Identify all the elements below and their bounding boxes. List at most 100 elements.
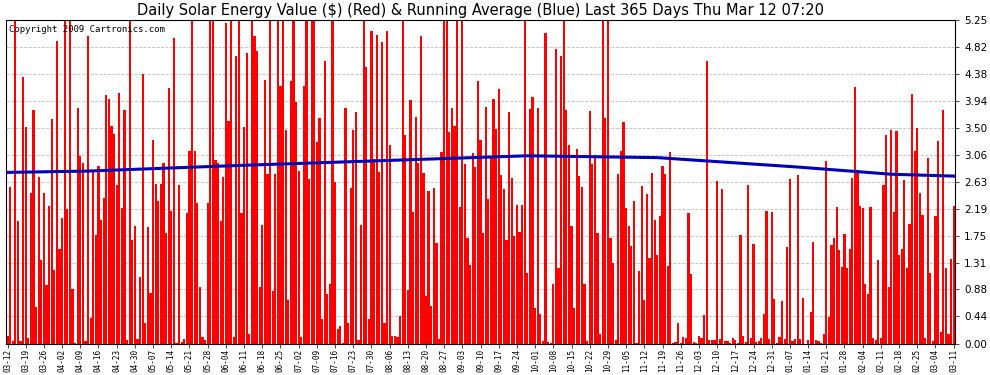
Bar xyxy=(423,173,425,344)
Bar xyxy=(851,178,853,344)
Bar xyxy=(58,249,60,344)
Bar xyxy=(258,288,260,344)
Bar xyxy=(937,141,940,344)
Bar xyxy=(742,336,744,344)
Bar xyxy=(321,319,323,344)
Bar xyxy=(365,67,367,344)
Bar xyxy=(853,87,856,344)
Bar xyxy=(658,216,661,344)
Bar xyxy=(727,340,729,344)
Bar xyxy=(142,75,144,344)
Bar xyxy=(378,172,380,344)
Bar xyxy=(118,93,121,344)
Bar xyxy=(329,284,331,344)
Bar xyxy=(872,338,874,344)
Bar xyxy=(162,163,164,344)
Bar xyxy=(391,336,393,344)
Bar xyxy=(644,300,645,344)
Bar xyxy=(471,153,474,344)
Bar xyxy=(420,36,422,344)
Bar xyxy=(453,126,455,344)
Bar xyxy=(797,175,799,344)
Bar xyxy=(43,194,45,344)
Bar xyxy=(183,339,185,344)
Bar xyxy=(266,174,268,344)
Bar xyxy=(79,156,81,344)
Bar xyxy=(874,340,877,344)
Bar xyxy=(867,294,869,344)
Bar xyxy=(116,185,118,344)
Bar xyxy=(82,163,84,344)
Bar xyxy=(373,159,375,344)
Bar xyxy=(124,110,126,344)
Bar xyxy=(126,340,128,344)
Bar xyxy=(888,287,890,344)
Bar xyxy=(669,152,671,344)
Text: Copyright 2009 Cartronics.com: Copyright 2009 Cartronics.com xyxy=(9,25,165,34)
Bar xyxy=(859,206,861,344)
Bar xyxy=(721,189,724,344)
Bar xyxy=(342,343,344,344)
Bar xyxy=(263,80,266,344)
Bar xyxy=(415,117,417,344)
Bar xyxy=(228,121,230,344)
Bar xyxy=(527,273,529,344)
Bar xyxy=(430,306,433,344)
Bar xyxy=(781,302,783,344)
Bar xyxy=(461,20,463,344)
Bar xyxy=(770,212,773,344)
Bar xyxy=(547,342,549,344)
Bar xyxy=(882,185,885,344)
Bar xyxy=(765,211,767,344)
Bar xyxy=(41,260,43,344)
Bar xyxy=(818,341,820,344)
Bar xyxy=(248,334,250,344)
Bar xyxy=(12,341,14,344)
Bar xyxy=(404,135,406,344)
Bar xyxy=(906,268,908,344)
Bar xyxy=(942,110,944,344)
Bar xyxy=(394,336,396,344)
Bar xyxy=(789,179,791,344)
Bar xyxy=(729,343,732,344)
Bar xyxy=(508,112,510,344)
Bar xyxy=(334,182,337,344)
Bar xyxy=(173,38,175,344)
Bar xyxy=(749,338,752,344)
Bar xyxy=(100,220,102,344)
Bar xyxy=(147,227,148,344)
Bar xyxy=(22,77,24,344)
Bar xyxy=(180,342,183,344)
Bar xyxy=(807,340,809,344)
Bar xyxy=(843,234,845,344)
Bar xyxy=(656,255,658,344)
Bar xyxy=(425,296,427,344)
Bar xyxy=(919,193,921,344)
Bar xyxy=(607,20,609,344)
Bar xyxy=(578,176,580,344)
Bar xyxy=(763,314,765,344)
Bar xyxy=(324,62,326,344)
Bar xyxy=(396,338,399,344)
Bar xyxy=(271,291,274,344)
Bar xyxy=(313,20,316,344)
Bar xyxy=(222,177,225,344)
Bar xyxy=(225,23,227,344)
Bar xyxy=(666,266,669,344)
Bar xyxy=(386,31,388,344)
Bar xyxy=(895,131,898,344)
Bar xyxy=(340,326,342,344)
Bar xyxy=(645,194,648,344)
Bar xyxy=(388,145,391,344)
Bar xyxy=(703,315,705,344)
Bar xyxy=(591,164,593,344)
Bar xyxy=(220,220,222,344)
Bar xyxy=(651,173,653,344)
Bar xyxy=(768,339,770,344)
Bar xyxy=(700,338,703,344)
Bar xyxy=(519,232,521,344)
Bar xyxy=(238,20,240,344)
Bar xyxy=(33,110,35,344)
Bar xyxy=(786,247,788,344)
Bar xyxy=(464,164,466,344)
